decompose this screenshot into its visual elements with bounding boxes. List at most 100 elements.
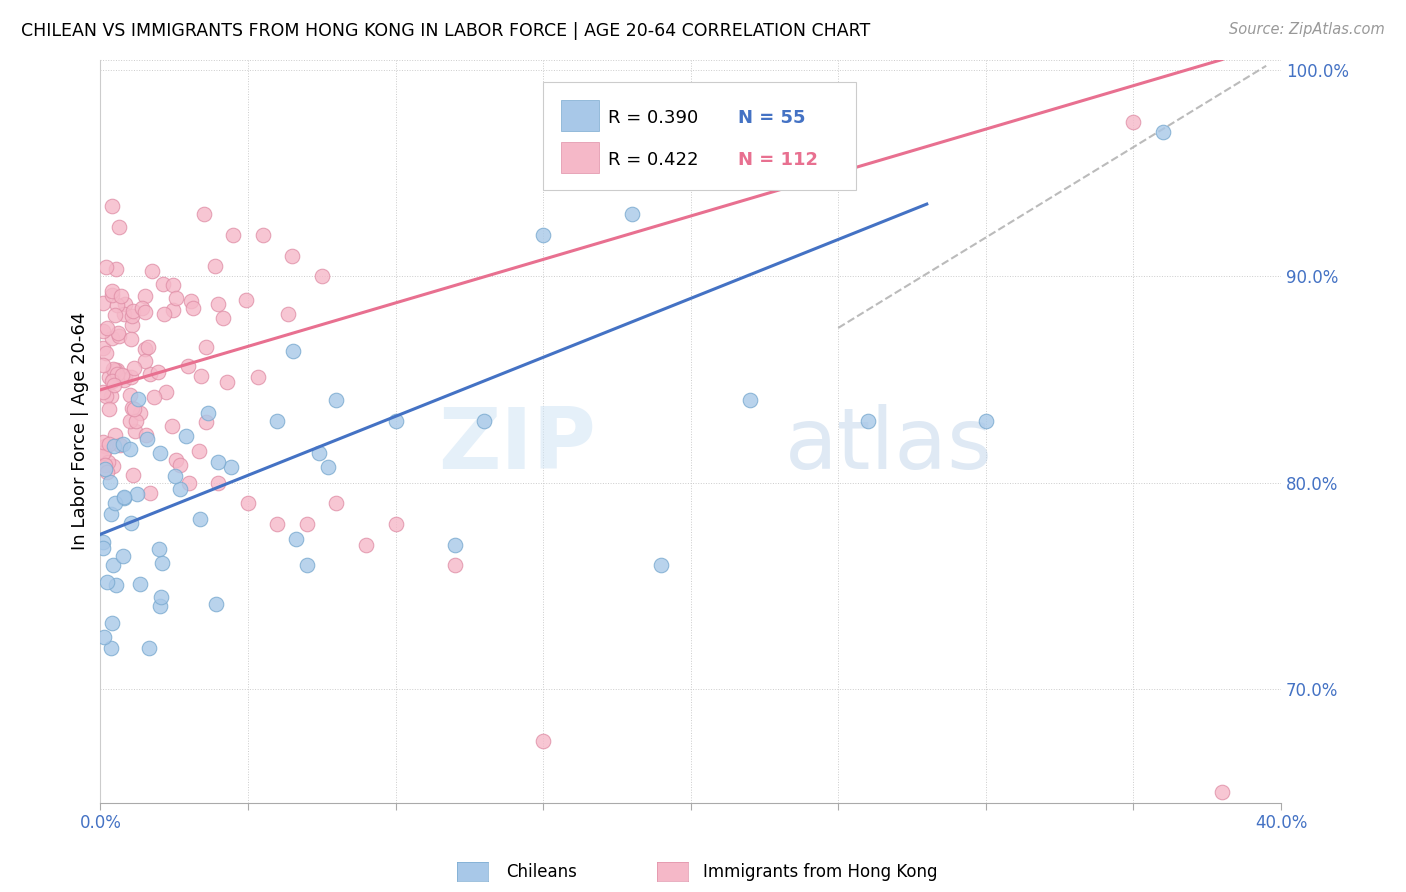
Point: [135, 428, 157, 442]
Y-axis label: In Labor Force | Age 20-64: In Labor Force | Age 20-64: [72, 312, 89, 550]
Point: [112, 307, 135, 321]
Point: [105, 298, 128, 312]
Point: [108, 219, 131, 234]
Point: [325, 393, 347, 408]
Point: [139, 486, 162, 500]
Point: [94, 439, 117, 453]
Point: [181, 301, 204, 315]
Point: [111, 549, 134, 563]
Point: [188, 444, 211, 458]
Point: [103, 378, 125, 392]
Point: [120, 414, 142, 428]
Point: [98, 436, 121, 450]
Point: [91, 445, 114, 459]
Point: [165, 453, 187, 467]
Point: [93, 458, 115, 472]
Point: [219, 459, 242, 474]
Point: [1211, 785, 1233, 799]
Point: [197, 406, 219, 420]
Point: [266, 414, 288, 428]
Point: [122, 402, 145, 417]
Point: [207, 297, 229, 311]
Point: [193, 207, 215, 221]
Point: [277, 307, 299, 321]
Point: [91, 341, 114, 355]
Point: [235, 293, 257, 307]
Point: [104, 428, 127, 442]
Point: [124, 361, 146, 376]
Point: [121, 318, 143, 332]
Point: [188, 511, 211, 525]
Point: [91, 384, 114, 399]
Point: [150, 590, 173, 604]
Point: [101, 616, 124, 631]
Point: [120, 332, 142, 346]
Point: [129, 407, 152, 421]
Point: [100, 374, 122, 388]
Point: [91, 296, 114, 310]
Point: [143, 390, 166, 404]
Point: [176, 359, 198, 374]
Point: [354, 538, 377, 552]
Point: [149, 599, 172, 614]
Point: [122, 468, 145, 483]
Point: [91, 435, 114, 450]
Point: [295, 516, 318, 531]
Point: [138, 640, 160, 655]
Point: [974, 414, 997, 428]
Point: [91, 324, 114, 338]
Point: [165, 292, 187, 306]
Point: [217, 376, 239, 390]
Point: [114, 297, 136, 311]
Point: [194, 340, 217, 354]
Point: [104, 308, 127, 322]
Point: [384, 516, 406, 531]
Point: [443, 538, 465, 552]
Point: [531, 227, 554, 242]
Point: [856, 414, 879, 428]
Point: [136, 432, 159, 446]
Point: [247, 370, 270, 384]
Point: [98, 475, 121, 490]
Point: [107, 326, 129, 341]
Point: [1152, 125, 1174, 139]
Point: [138, 367, 160, 381]
Text: atlas: atlas: [785, 404, 993, 487]
Point: [162, 303, 184, 318]
Point: [110, 438, 132, 452]
Point: [134, 354, 156, 368]
Point: [149, 445, 172, 459]
Point: [104, 577, 127, 591]
Point: [97, 455, 120, 469]
Point: [125, 487, 148, 501]
Point: [316, 460, 339, 475]
Point: [125, 414, 148, 428]
Point: [104, 495, 127, 509]
Point: [111, 368, 134, 382]
Point: [112, 373, 135, 387]
Point: [211, 310, 233, 325]
Point: [141, 264, 163, 278]
Point: [134, 304, 156, 318]
Point: [112, 490, 135, 504]
Point: [205, 597, 228, 611]
Point: [308, 445, 330, 459]
Point: [101, 331, 124, 345]
Point: [204, 259, 226, 273]
Point: [91, 359, 114, 373]
FancyBboxPatch shape: [561, 100, 599, 131]
Point: [121, 401, 143, 415]
Point: [134, 289, 156, 303]
Point: [96, 575, 118, 590]
Point: [325, 496, 347, 510]
Point: [107, 328, 129, 343]
Text: ZIP: ZIP: [439, 404, 596, 487]
Point: [94, 389, 117, 403]
Point: [283, 343, 305, 358]
Point: [162, 277, 184, 292]
Text: N = 55: N = 55: [738, 109, 806, 127]
Point: [105, 261, 128, 276]
Point: [155, 385, 177, 400]
Point: [165, 469, 187, 483]
Point: [124, 424, 146, 438]
